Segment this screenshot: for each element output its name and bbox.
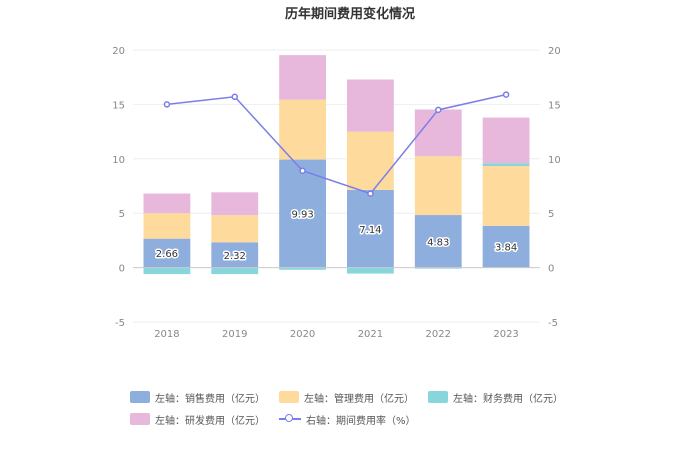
legend-swatch <box>428 391 448 403</box>
rate-line <box>163 91 510 197</box>
legend-label: 左轴：财务费用（亿元） <box>453 393 563 405</box>
chart-title: 历年期间费用变化情况 <box>285 6 415 22</box>
legend-label: 左轴：研发费用（亿元） <box>155 415 265 427</box>
legend-item[interactable]: 右轴：期间费用率（%） <box>279 412 416 427</box>
axes: -5 0 5 10 15 20 -5 0 5 10 15 20 2018 2019 2020 2021 2022… <box>112 46 560 340</box>
right-axis-tick-label: -5 <box>548 318 558 329</box>
legend-label: 左轴：销售费用（亿元） <box>155 393 265 405</box>
bar <box>211 242 259 268</box>
bar <box>482 165 530 226</box>
legend-swatch <box>130 391 150 403</box>
data-label: 2.32 <box>224 251 246 262</box>
bar <box>279 267 326 270</box>
bar <box>211 215 259 243</box>
x-axis-tick-label: 2021 <box>358 329 383 340</box>
bar <box>414 109 462 157</box>
legend-swatch <box>130 413 150 425</box>
right-axis-tick-label: 10 <box>548 155 561 166</box>
left-axis-tick-label: -5 <box>115 318 125 329</box>
bar <box>347 189 394 268</box>
bar <box>482 225 530 268</box>
left-axis-tick-label: 5 <box>119 209 125 220</box>
data-label: 2.66 <box>156 249 178 260</box>
bar <box>347 131 394 190</box>
bar <box>279 55 326 100</box>
data-label: 4.83 <box>427 237 449 248</box>
legend-item[interactable]: 左轴：销售费用（亿元） <box>130 390 265 405</box>
right-axis-tick-label: 15 <box>548 100 561 111</box>
right-axis-tick-label: 0 <box>548 264 554 275</box>
line-point <box>231 93 238 101</box>
line-point <box>163 101 171 108</box>
legend-line-swatch <box>279 413 301 425</box>
data-labels: 2.66 2.32 9.93 7.14 4.83 3.84 <box>154 208 518 263</box>
line-series <box>166 93 507 195</box>
data-label: 9.93 <box>291 210 313 221</box>
line-point <box>367 190 374 197</box>
bar <box>143 267 191 275</box>
bar <box>414 267 462 269</box>
x-axis-tick-label: 2019 <box>222 329 247 340</box>
x-axis-tick-label: 2018 <box>154 329 179 340</box>
bar <box>414 215 462 268</box>
bar <box>414 156 462 216</box>
bar <box>482 117 530 164</box>
bar <box>143 213 191 239</box>
bar <box>279 159 326 268</box>
legend: 左轴：销售费用（亿元） 左轴：管理费用（亿元） 左轴：财务费用（亿元） 左轴：研发费用… <box>130 390 590 427</box>
left-axis-tick-label: 15 <box>112 100 125 111</box>
bar <box>211 267 259 275</box>
x-axis-tick-label: 2020 <box>290 329 315 340</box>
right-axis-tick-label: 5 <box>548 209 554 220</box>
bar <box>347 79 394 132</box>
line-point <box>299 167 306 175</box>
line-point <box>502 91 510 98</box>
line-point <box>435 106 442 114</box>
x-axis-tick-label: 2022 <box>426 329 451 340</box>
bar <box>279 99 326 160</box>
bar <box>347 267 394 274</box>
bar <box>211 192 259 216</box>
bar <box>143 193 191 214</box>
data-label: 3.84 <box>495 243 517 254</box>
legend-item[interactable]: 左轴：管理费用（亿元） <box>279 390 414 405</box>
x-axis-tick-label: 2023 <box>493 329 518 340</box>
right-axis-tick-label: 20 <box>548 46 561 57</box>
bar <box>143 238 191 268</box>
bars <box>143 55 530 275</box>
bar <box>482 163 530 166</box>
legend-label: 右轴：期间费用率（%） <box>306 415 416 427</box>
data-label: 7.14 <box>359 225 381 236</box>
legend-label: 左轴：管理费用（亿元） <box>304 393 414 405</box>
legend-item[interactable]: 左轴：研发费用（亿元） <box>130 412 265 427</box>
left-axis-tick-label: 10 <box>112 155 125 166</box>
legend-item[interactable]: 左轴：财务费用（亿元） <box>428 390 563 405</box>
legend-swatch <box>279 391 299 403</box>
left-axis-tick-label: 0 <box>119 264 125 275</box>
left-axis-tick-label: 20 <box>112 46 125 57</box>
grid <box>133 49 540 323</box>
